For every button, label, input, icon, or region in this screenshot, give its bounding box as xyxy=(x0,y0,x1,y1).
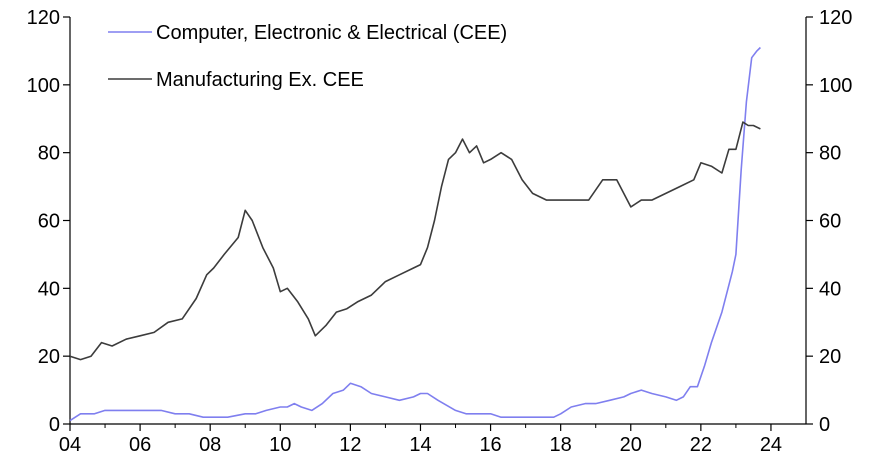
x-tick-label: 08 xyxy=(199,434,221,456)
left-y-tick-label: 80 xyxy=(38,143,60,165)
left-y-tick-label: 40 xyxy=(38,278,60,300)
right-y-tick-label: 0 xyxy=(819,414,830,436)
legend-item-cee: Computer, Electronic & Electrical (CEE) xyxy=(108,22,507,44)
x-tick-label: 24 xyxy=(760,434,782,456)
left-y-tick-label: 60 xyxy=(38,211,60,233)
series-line-manufacturing xyxy=(69,121,761,361)
left-y-tick-label: 20 xyxy=(38,346,60,368)
x-tick-label: 06 xyxy=(129,434,151,456)
right-y-ticks: 0 20 40 60 80 100 120 xyxy=(806,7,852,436)
left-y-tick-label: 120 xyxy=(27,7,60,29)
x-tick-label: 14 xyxy=(409,434,431,456)
legend: Computer, Electronic & Electrical (CEE) … xyxy=(108,22,507,91)
x-tick-label: 12 xyxy=(339,434,361,456)
right-y-tick-label: 80 xyxy=(819,143,841,165)
x-tick-label: 04 xyxy=(59,434,81,456)
right-y-tick-label: 100 xyxy=(819,75,852,97)
right-y-tick-label: 20 xyxy=(819,346,841,368)
left-y-ticks: 0 20 40 60 80 100 120 xyxy=(27,7,70,436)
series-line-cee xyxy=(69,46,761,422)
series-layer xyxy=(69,46,761,422)
x-tick-label: 22 xyxy=(690,434,712,456)
x-ticks: 04 06 08 10 12 14 16 18 20 22 24 xyxy=(59,424,782,456)
left-y-tick-label: 0 xyxy=(49,414,60,436)
x-tick-label: 20 xyxy=(620,434,642,456)
x-tick-label: 18 xyxy=(550,434,572,456)
x-tick-label: 10 xyxy=(269,434,291,456)
right-y-tick-label: 60 xyxy=(819,211,841,233)
right-y-tick-label: 40 xyxy=(819,278,841,300)
right-y-tick-label: 120 xyxy=(819,7,852,29)
x-tick-label: 16 xyxy=(479,434,501,456)
legend-label-cee: Computer, Electronic & Electrical (CEE) xyxy=(156,22,507,44)
legend-item-manufacturing: Manufacturing Ex. CEE xyxy=(108,69,364,91)
legend-label-manufacturing: Manufacturing Ex. CEE xyxy=(156,69,364,91)
left-y-tick-label: 100 xyxy=(27,75,60,97)
